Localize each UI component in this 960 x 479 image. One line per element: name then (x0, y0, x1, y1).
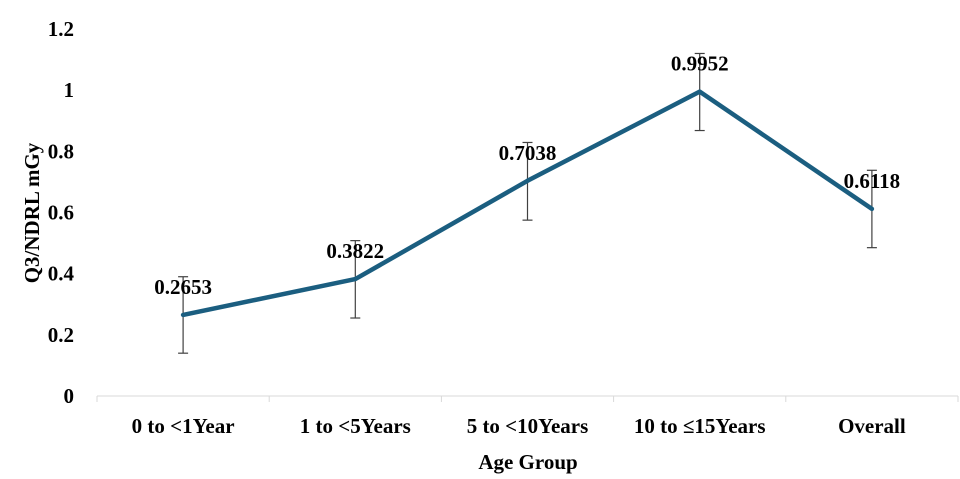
data-label: 0.6118 (844, 169, 901, 193)
x-tick-labels: 0 to <1Year 1 to <5Years 5 to <10Years 10 t… (132, 414, 906, 438)
y-tick-label: 0.4 (48, 262, 75, 286)
data-point (870, 207, 874, 211)
x-tick-label: 1 to <5Years (300, 414, 411, 438)
x-tick-label: 0 to <1Year (132, 414, 235, 438)
error-bars (178, 52, 877, 354)
y-tick-label: 0.8 (48, 139, 74, 163)
data-labels: 0.2653 0.3822 0.7038 0.9952 0.6118 (154, 52, 900, 299)
y-tick-label: 1 (64, 78, 75, 102)
y-tick-label: 0.6 (48, 201, 74, 225)
x-tick-label: 5 to <10Years (467, 414, 589, 438)
data-point (353, 277, 357, 281)
y-tick-label: 0.2 (48, 323, 74, 347)
data-point (698, 90, 702, 94)
data-label: 0.7038 (499, 141, 557, 165)
data-point (526, 179, 529, 183)
y-tick-label: 0 (64, 384, 75, 408)
y-tick-labels: 0 0.2 0.4 0.6 0.8 1 1.2 (48, 17, 75, 408)
data-label: 0.2653 (154, 275, 212, 299)
data-label: 0.9952 (671, 52, 729, 76)
y-tick-label: 1.2 (48, 17, 74, 41)
axes-layer (96, 395, 959, 402)
data-point (181, 313, 185, 317)
y-axis-title: Q3/NDRL mGy (20, 142, 44, 283)
x-tick-label: Overall (838, 414, 906, 438)
series-line-layer (180, 89, 875, 318)
x-tick-label: 10 to ≤15Years (634, 414, 766, 438)
x-axis-title: Age Group (478, 450, 577, 474)
data-label: 0.3822 (326, 239, 384, 263)
